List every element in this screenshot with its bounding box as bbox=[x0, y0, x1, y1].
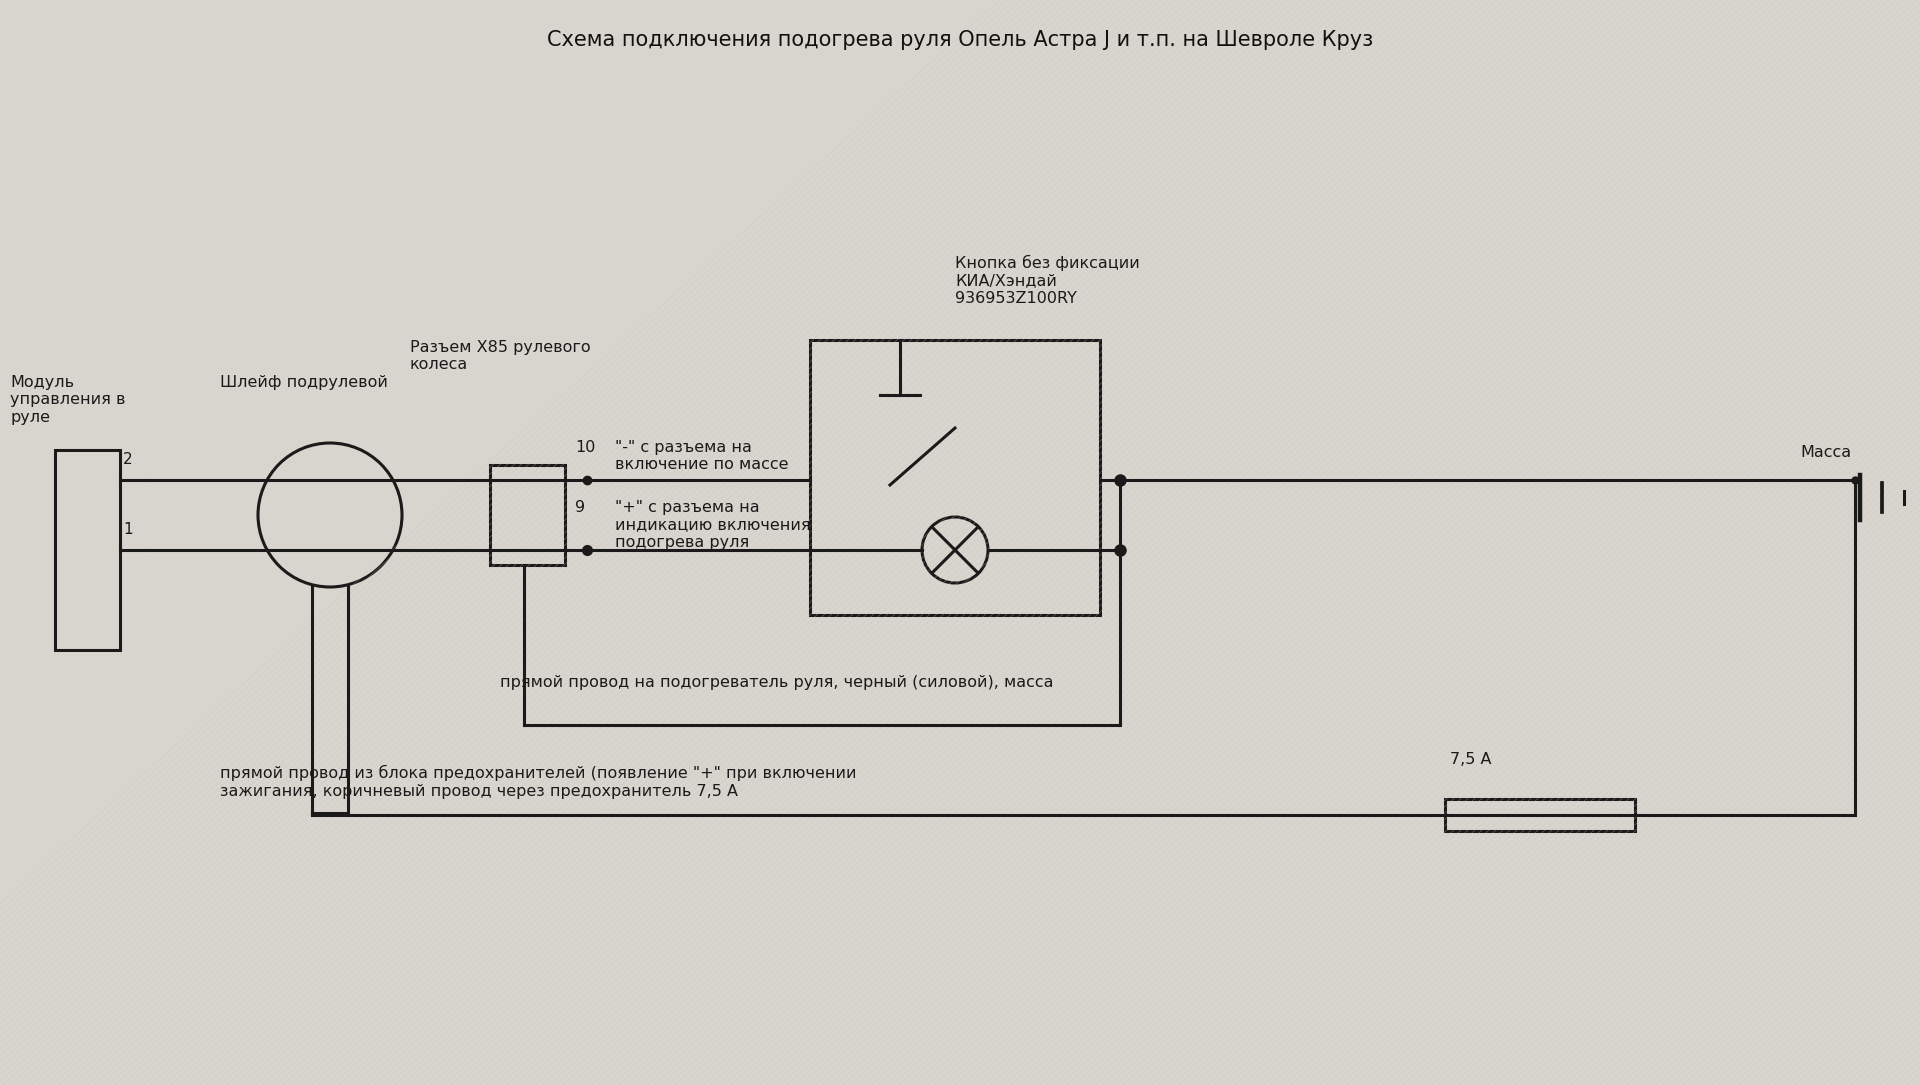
Text: Масса: Масса bbox=[1801, 445, 1851, 460]
Bar bbox=[490, 465, 564, 565]
Text: Кнопка без фиксации
КИА/Хэндай
936953Z100RY: Кнопка без фиксации КИА/Хэндай 936953Z10… bbox=[954, 255, 1140, 306]
Text: прямой провод на подогреватель руля, черный (силовой), масса: прямой провод на подогреватель руля, чер… bbox=[499, 675, 1054, 690]
Text: 7,5 А: 7,5 А bbox=[1450, 752, 1492, 767]
Text: Модуль
управления в
руле: Модуль управления в руле bbox=[10, 375, 125, 425]
Bar bbox=[56, 450, 119, 650]
Text: "-" с разъема на
включение по массе: "-" с разъема на включение по массе bbox=[614, 441, 789, 472]
Text: 2: 2 bbox=[123, 452, 132, 467]
Text: Разъем Х85 рулевого
колеса: Разъем Х85 рулевого колеса bbox=[411, 340, 591, 372]
Text: 10: 10 bbox=[574, 441, 595, 455]
Text: "+" с разъема на
индикацию включения
подогрева руля: "+" с разъема на индикацию включения под… bbox=[614, 500, 810, 550]
Text: 9: 9 bbox=[574, 500, 586, 515]
Text: Схема подключения подогрева руля Опель Астра J и т.п. на Шевроле Круз: Схема подключения подогрева руля Опель А… bbox=[547, 30, 1373, 50]
Bar bbox=[1446, 799, 1636, 831]
Text: прямой провод из блока предохранителей (появление "+" при включении
зажигания, к: прямой провод из блока предохранителей (… bbox=[221, 765, 856, 799]
Bar bbox=[810, 340, 1100, 615]
Text: 1: 1 bbox=[123, 522, 132, 537]
Text: Шлейф подрулевой: Шлейф подрулевой bbox=[221, 375, 388, 390]
